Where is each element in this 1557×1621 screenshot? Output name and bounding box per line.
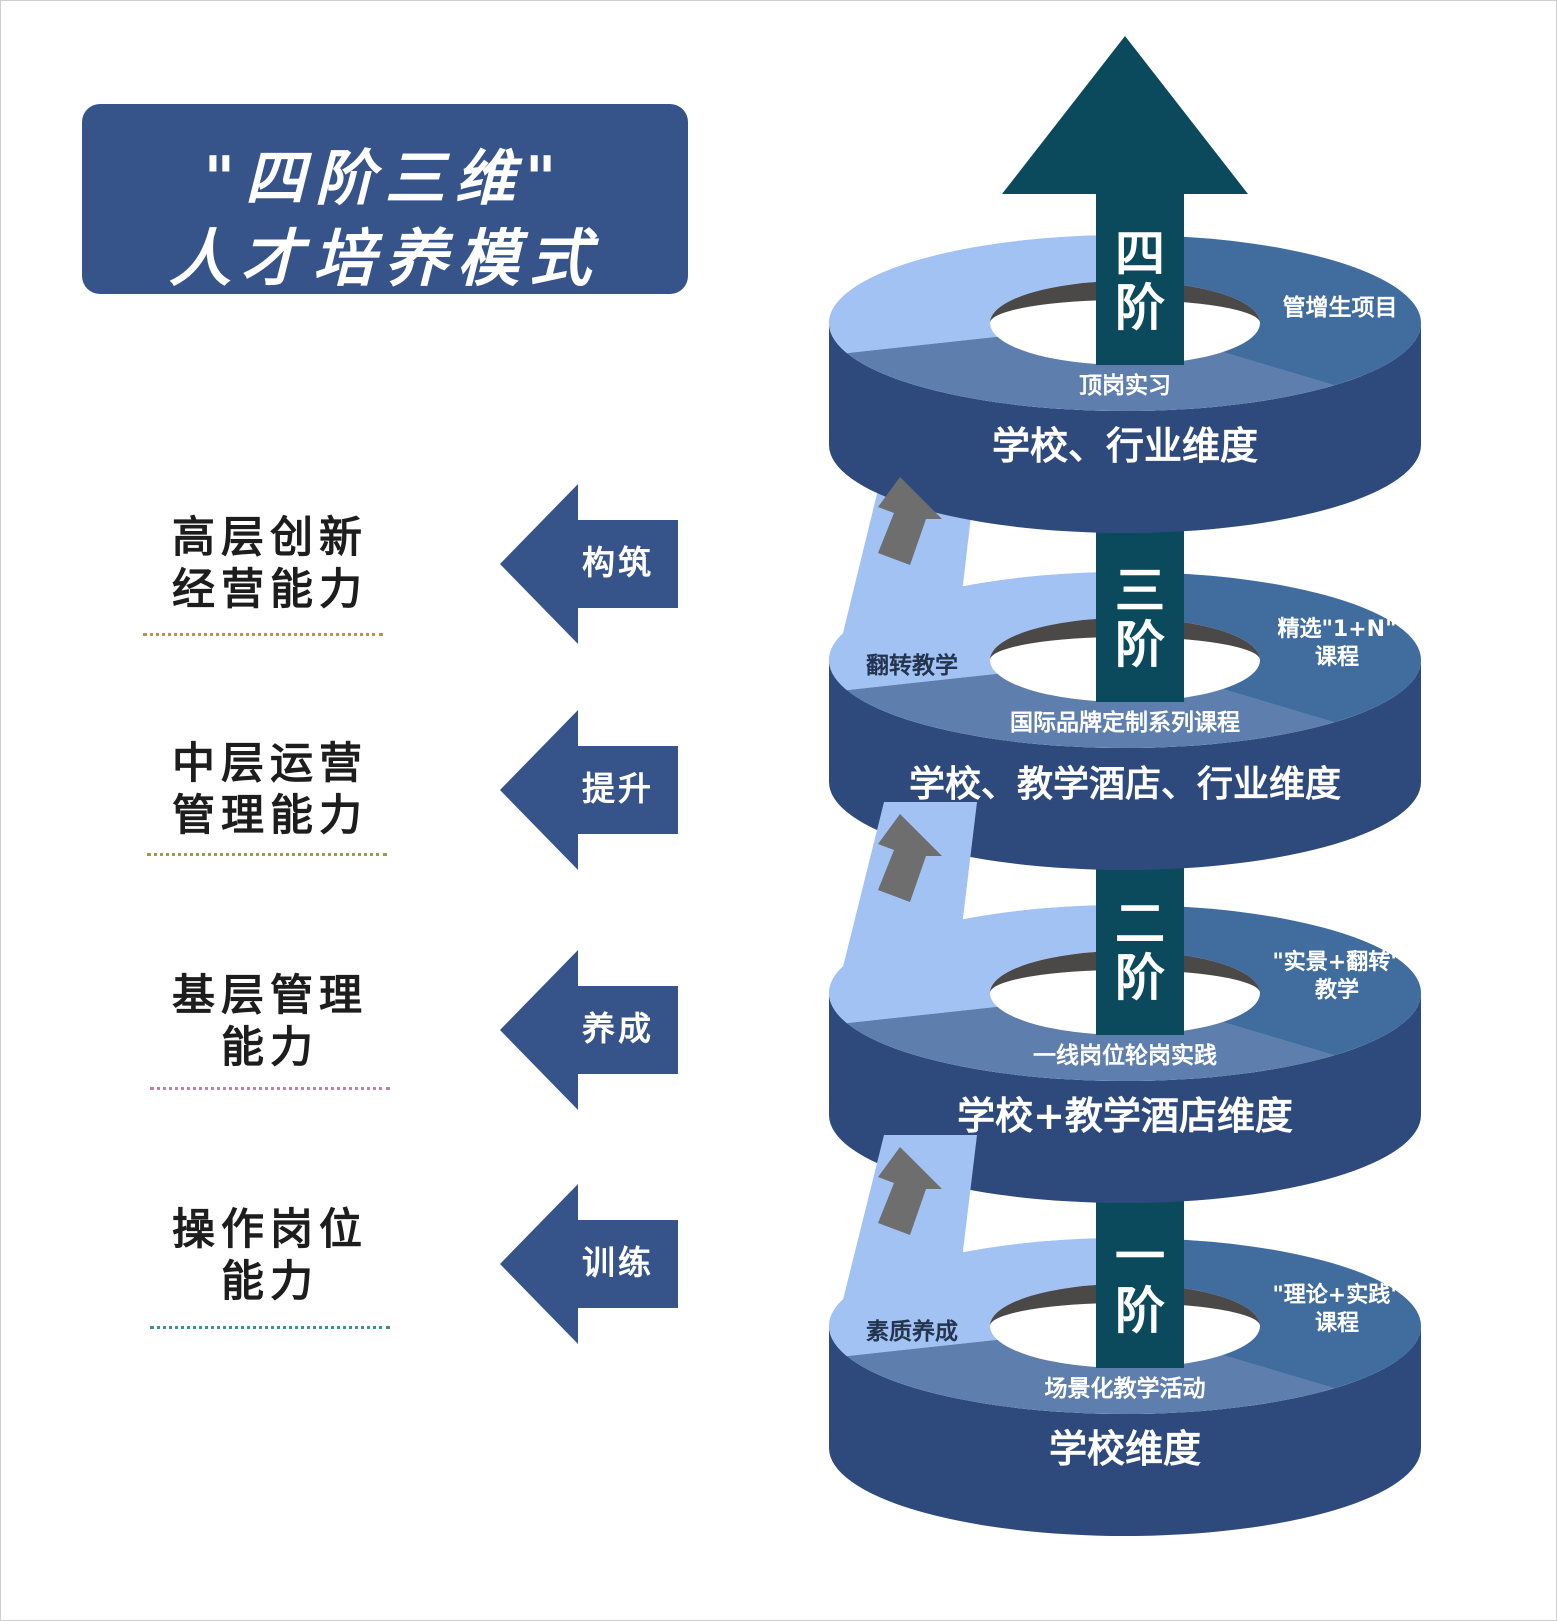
ring-segment-right: [1125, 235, 1421, 386]
ring-segment-front: [846, 993, 1335, 1081]
stage-label: 阶: [1115, 949, 1165, 1007]
right-segment-label: 精选"1+N": [1277, 616, 1396, 642]
front-segment-label: 一线岗位轮岗实践: [1033, 1042, 1217, 1069]
title-line-1: "四阶三维": [203, 144, 567, 214]
center-arrow-shaft: [1096, 510, 1184, 702]
action-arrow-build: 构筑: [500, 484, 680, 644]
ring-segment-right: [1125, 1238, 1421, 1389]
dimension-label: 学校维度: [1049, 1427, 1201, 1471]
capability-underline: [150, 1087, 390, 1090]
ring-segment-right: [1125, 904, 1421, 1056]
capability-underline: [147, 853, 387, 856]
stage-label: 四: [1115, 225, 1165, 283]
ring-segment-front: [846, 323, 1335, 411]
ring-hole-shadow: [990, 951, 1260, 993]
action-label: 训练: [582, 1243, 654, 1282]
tower-layers: 一阶场景化教学活动素质养成"理论+实践"课程学校维度二阶一线岗位轮岗实践"实景+…: [828, 36, 1422, 1536]
capability-text: 经营能力: [172, 565, 368, 615]
ring-hole-shadow: [990, 1284, 1260, 1326]
ring-side: [829, 323, 1421, 533]
capability-text: 能力: [221, 1257, 319, 1307]
dimension-label: 学校、行业维度: [992, 424, 1258, 468]
small-up-arrow: [878, 477, 942, 565]
stage-label: 阶: [1115, 1282, 1165, 1340]
right-segment-label: 课程: [1315, 645, 1359, 670]
right-segment-label: "理论+实践": [1272, 1282, 1401, 1308]
capability-underline: [150, 1326, 390, 1329]
title-line-2: 人才培养模式: [168, 222, 601, 295]
ring-side: [829, 1326, 1421, 1536]
capability-caption-basic: 基层管理 能力: [120, 970, 420, 1074]
dimension-label: 学校+教学酒店维度: [957, 1094, 1293, 1138]
action-arrow-improve: 提升: [500, 710, 680, 870]
right-segment-label: 课程: [1315, 1311, 1359, 1336]
small-up-arrow: [878, 1147, 942, 1235]
stage-label: 二: [1115, 895, 1165, 953]
capability-caption-high: 高层创新 经营能力: [120, 512, 420, 616]
capability-text: 高层创新: [172, 513, 368, 563]
ring-hole-shadow: [990, 281, 1260, 323]
capability-text: 能力: [221, 1023, 319, 1073]
right-segment-label: 管增生项目: [1283, 294, 1398, 321]
title-banner: "四阶三维" 人才培养模式: [82, 104, 688, 295]
center-arrow-shaft: [1096, 843, 1184, 1035]
capability-text: 中层运营: [172, 739, 368, 789]
ring-segment-front: [846, 1326, 1335, 1414]
capability-text: 基层管理: [172, 971, 368, 1021]
capability-text: 管理能力: [172, 791, 368, 841]
capability-caption-operation: 操作岗位 能力: [120, 1204, 420, 1308]
left-segment-label: 素质养成: [866, 1318, 958, 1345]
capability-text: 操作岗位: [172, 1205, 368, 1255]
connector-panel: [834, 802, 977, 1003]
stage-label: 三: [1115, 562, 1165, 620]
ring-side: [829, 993, 1421, 1203]
stage-label: 阶: [1115, 616, 1165, 674]
front-segment-label: 国际品牌定制系列课程: [1010, 709, 1240, 736]
right-segment-label: 教学: [1315, 977, 1359, 1003]
dimension-label: 学校、教学酒店、行业维度: [909, 763, 1341, 805]
ring-side: [829, 660, 1421, 870]
stage-label: 阶: [1115, 279, 1165, 337]
ring-segment-front: [846, 660, 1335, 749]
action-arrow-train: 训练: [500, 1184, 680, 1344]
left-segment-label: 翻转教学: [866, 652, 958, 679]
front-segment-label: 场景化教学活动: [1045, 1375, 1206, 1402]
front-segment-label: 顶岗实习: [1079, 372, 1171, 399]
capability-underline: [143, 633, 383, 636]
action-label: 养成: [582, 1009, 654, 1048]
right-segment-label: "实景+翻转": [1272, 949, 1401, 975]
center-arrow-shaft: [1096, 1176, 1184, 1368]
center-arrow-shaft: [1096, 194, 1184, 365]
stage-label: 一: [1115, 1228, 1165, 1286]
small-up-arrow: [878, 814, 942, 902]
action-label: 提升: [582, 769, 654, 808]
action-arrow-cultivate: 养成: [500, 950, 680, 1110]
capability-caption-middle: 中层运营 管理能力: [120, 738, 420, 842]
ring-segment-right: [1125, 572, 1422, 723]
action-label: 构筑: [582, 543, 654, 582]
connector-panel: [834, 1135, 977, 1336]
ring-hole-shadow: [990, 618, 1260, 660]
top-arrow-head: [1002, 36, 1248, 194]
